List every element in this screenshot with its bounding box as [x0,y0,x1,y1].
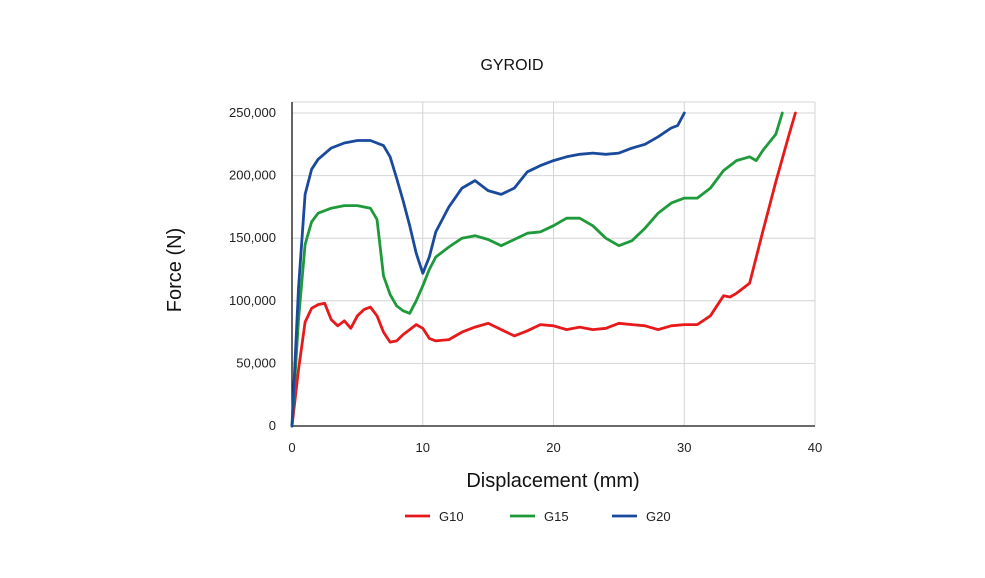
y-tick-label: 250,000 [229,105,276,120]
legend: G10 G15 G20 [405,509,671,524]
y-tick-label: 50,000 [236,355,276,370]
legend-label-g20: G20 [646,509,671,524]
x-tick-label: 20 [546,440,560,455]
x-tick-label: 0 [288,440,295,455]
y-tick-label: 0 [269,418,276,433]
legend-label-g15: G15 [544,509,569,524]
axes [291,102,815,427]
series-lines [290,111,797,428]
y-tick-label: 150,000 [229,230,276,245]
y-tick-label: 100,000 [229,293,276,308]
series-line-g15 [290,111,784,428]
x-axis-title: Displacement (mm) [466,470,639,492]
y-axis-title: Force (N) [164,228,186,312]
tick-labels: 0 50,000 100,000 150,000 200,000 250,000 0 10 20… [229,105,822,455]
series-line-g20 [290,111,686,428]
chart-title: GYROID [480,57,543,74]
x-tick-label: 30 [677,440,691,455]
x-tick-label: 10 [416,440,430,455]
legend-label-g10: G10 [439,509,464,524]
gridlines [292,101,816,426]
y-tick-label: 200,000 [229,168,276,183]
series-line-g10 [290,111,797,428]
x-tick-label: 40 [808,440,822,455]
